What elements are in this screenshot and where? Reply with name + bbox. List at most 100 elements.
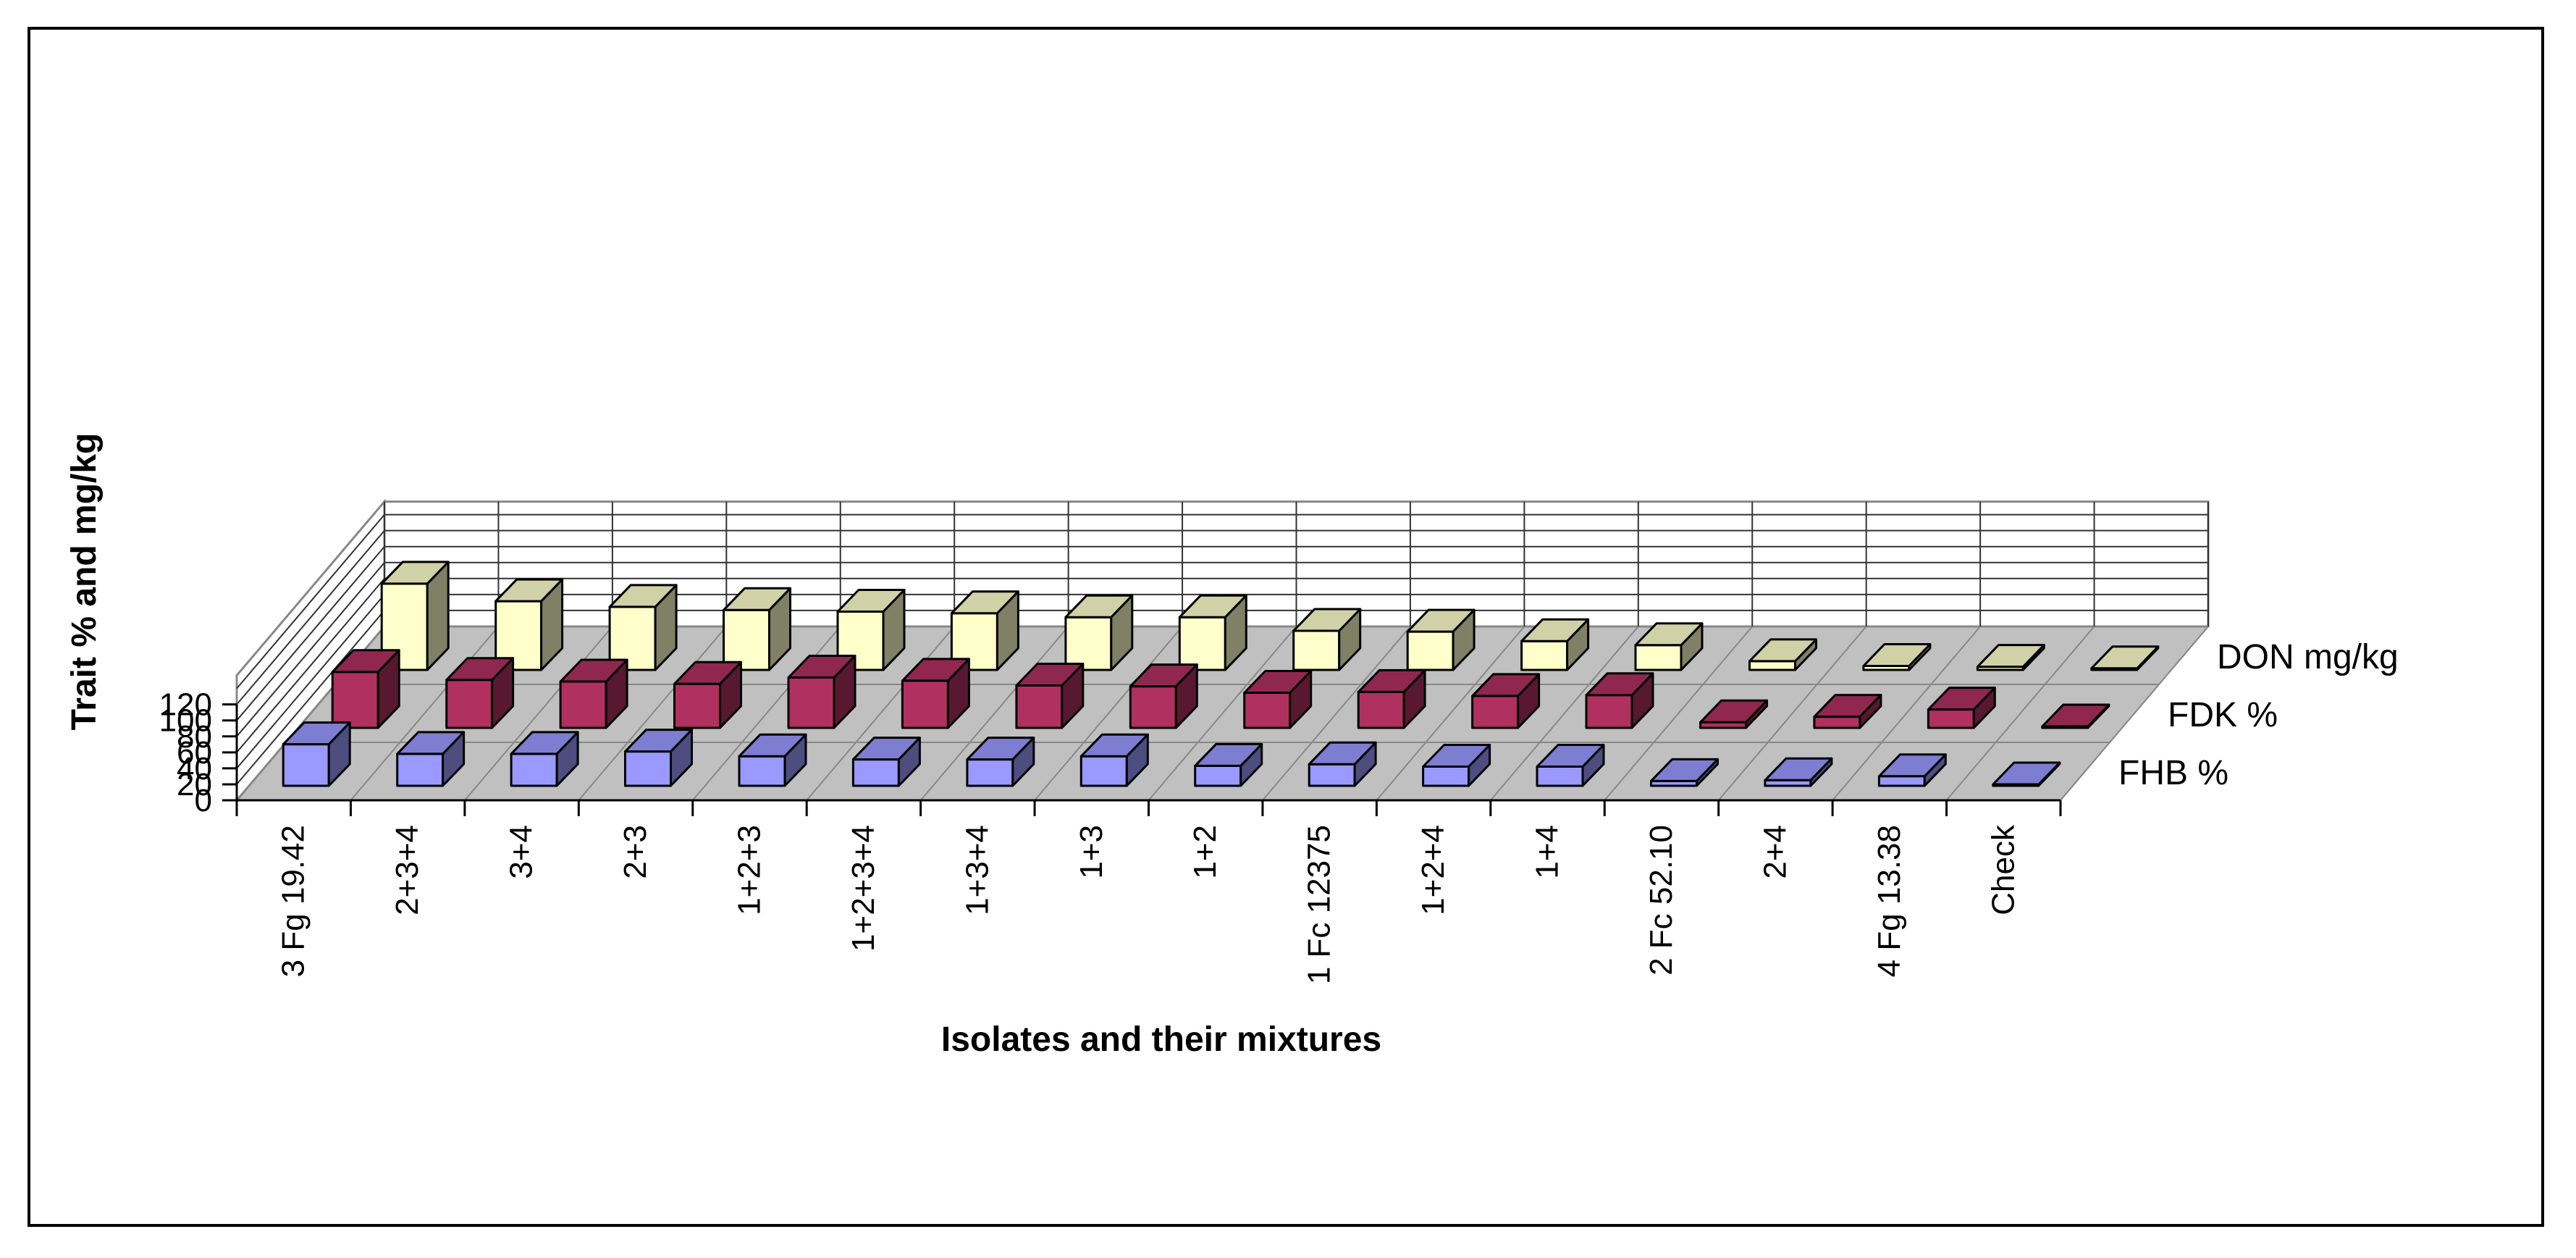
x-tick-label: 1+2+4 <box>1415 825 1451 915</box>
x-axis-title: Isolates and their mixtures <box>941 1020 1381 1059</box>
bar-top <box>1748 638 1817 663</box>
bar-front <box>282 743 330 787</box>
bar <box>2041 703 2110 729</box>
bar <box>1079 733 1149 787</box>
bar-top <box>331 649 400 674</box>
bar <box>331 649 400 729</box>
bar-front <box>723 608 770 671</box>
bar-top <box>1877 753 1947 778</box>
bar <box>673 661 742 729</box>
bar-top <box>1634 622 1704 647</box>
bar-top <box>1194 742 1263 767</box>
bar <box>1194 742 1263 787</box>
bar-front <box>331 671 379 729</box>
x-tick-label: 2+3+4 <box>390 825 425 915</box>
x-tick-label: 4 Fg 13.38 <box>1872 825 1907 977</box>
bar-front <box>1634 644 1683 671</box>
bar <box>723 587 791 671</box>
chart-frame: 0 20 40 60 80 100 120 3 Fg 19.42 2+3+4 3+4 2+3 1+2… <box>28 27 2544 1227</box>
bar-top <box>1992 761 2061 786</box>
bar-top <box>950 590 1019 615</box>
x-tick-label: 2+4 <box>1757 825 1793 879</box>
y-tick-label: 80 <box>177 719 212 755</box>
bar-top <box>559 658 628 683</box>
bar <box>1129 663 1198 729</box>
bar-front <box>1471 695 1520 729</box>
bar-front <box>1927 708 1975 729</box>
bar-front <box>1129 685 1177 729</box>
bar <box>445 657 515 729</box>
bar-top <box>966 737 1035 761</box>
floor-gridline <box>806 626 955 801</box>
bar-top <box>738 733 807 758</box>
bar <box>1976 644 2045 671</box>
floor-gridline <box>1034 626 1183 801</box>
bar-front <box>966 758 1014 787</box>
floor-gridline <box>2060 626 2209 801</box>
x-tick-label: 2 Fc 52.10 <box>1643 825 1679 976</box>
floor-gridline <box>1832 626 1981 801</box>
bar-front <box>673 682 721 729</box>
bar <box>2090 645 2160 671</box>
floor-gridline <box>1376 626 1525 801</box>
bar-front <box>1243 692 1292 729</box>
floor-gridline <box>1262 626 1411 801</box>
bar <box>1536 744 1605 787</box>
bar-top <box>2090 645 2160 670</box>
bar-top <box>608 584 678 608</box>
bar <box>1764 757 1833 787</box>
bar-front <box>624 750 672 787</box>
bar-front <box>738 755 786 787</box>
bar <box>738 733 807 787</box>
x-tick-label: 3+4 <box>504 825 539 879</box>
bar <box>559 658 628 729</box>
bar-top <box>1015 663 1085 687</box>
bar <box>950 590 1019 671</box>
y-tick-label: 120 <box>159 687 212 723</box>
bar-top <box>380 561 450 585</box>
bar-front <box>510 752 558 787</box>
bar <box>1585 672 1654 729</box>
bar-top <box>1406 608 1476 633</box>
bar-top <box>1243 670 1313 694</box>
legend-label: FDK % <box>2168 696 2278 734</box>
bar <box>1699 699 1768 729</box>
bar-front <box>787 676 835 729</box>
floor-gridline <box>919 626 1069 801</box>
bar-top <box>1976 644 2045 668</box>
bar-front <box>1308 763 1356 787</box>
bar <box>1357 668 1426 729</box>
x-tick-label: Check <box>1985 824 2021 915</box>
bar-top <box>494 578 564 603</box>
bar-top <box>1129 663 1198 688</box>
bar-top <box>1308 741 1377 766</box>
bar <box>624 729 693 787</box>
x-tick-label: 1 Fc 12375 <box>1302 825 1337 984</box>
bar-top <box>445 657 515 682</box>
bar-top <box>1178 594 1247 618</box>
y-tick-label: 40 <box>177 751 212 787</box>
legend-label: FHB % <box>2118 754 2228 792</box>
floor-gridline <box>1148 626 1297 801</box>
floor-gridline <box>1945 626 2095 801</box>
bar <box>1748 638 1817 671</box>
x-tick-label: 1+2+3 <box>732 825 767 915</box>
legend-label: DON mg/kg <box>2217 638 2399 676</box>
bar <box>1064 594 1134 671</box>
floor-gridline <box>1717 626 1867 801</box>
bar <box>1877 753 1947 787</box>
bar <box>1927 687 1996 729</box>
bar <box>510 731 579 787</box>
y-axis-title: Trait % and mg/kg <box>65 433 104 731</box>
bar-front <box>1357 690 1405 729</box>
bar <box>494 578 564 671</box>
x-tick-label: 1+2 <box>1187 825 1223 879</box>
bar <box>1243 670 1313 729</box>
bar <box>1520 618 1590 671</box>
bar <box>608 584 678 671</box>
bar-top <box>1650 758 1719 782</box>
bar-front <box>396 752 445 787</box>
bar-top <box>1357 668 1426 693</box>
bar <box>1308 741 1377 787</box>
